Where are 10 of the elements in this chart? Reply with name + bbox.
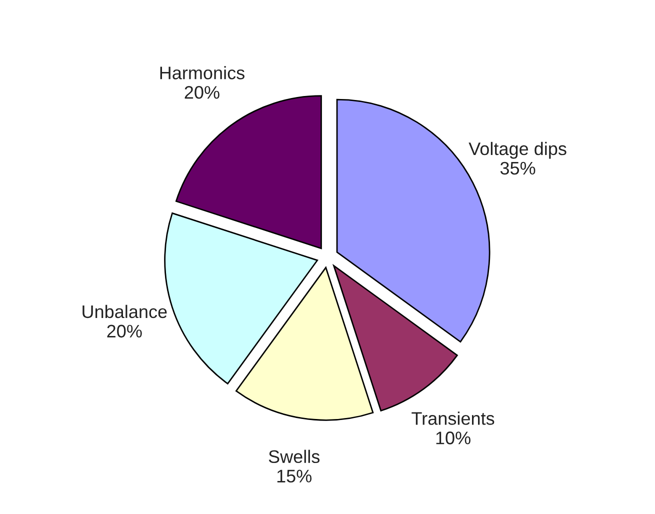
data-label: 20% bbox=[107, 324, 142, 338]
data-label: 20% bbox=[184, 86, 220, 99]
slice-label: Swells bbox=[268, 450, 320, 464]
data-label: 15% bbox=[277, 470, 312, 482]
slice-label: Harmonics bbox=[160, 66, 244, 80]
data-label: 35% bbox=[500, 162, 536, 175]
data-label: 10% bbox=[436, 432, 470, 444]
slice-label: Transients bbox=[412, 412, 494, 425]
slice-label: Unbalance bbox=[82, 304, 167, 318]
slice-label: Voltage dips bbox=[468, 142, 566, 159]
